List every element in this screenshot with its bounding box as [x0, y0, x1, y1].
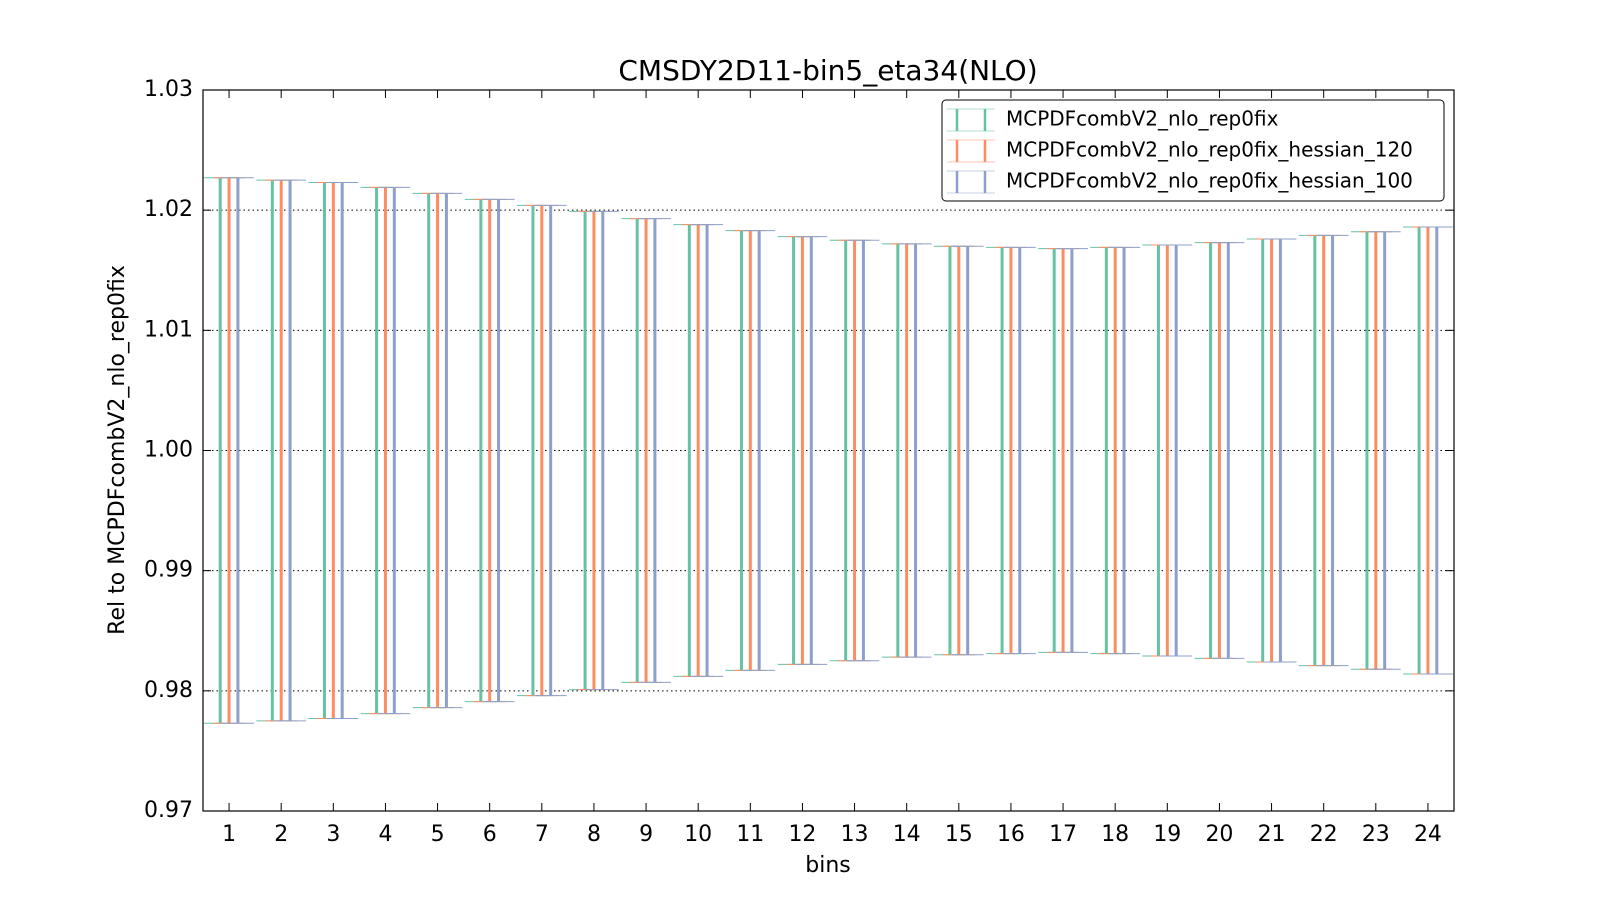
x-tick-label: 18 [1101, 822, 1129, 847]
legend-label: MCPDFcombV2_nlo_rep0fix [1006, 107, 1279, 131]
y-tick-label: 1.00 [144, 438, 193, 463]
x-tick-label: 24 [1414, 822, 1442, 847]
x-tick-label: 15 [945, 822, 973, 847]
x-tick-label: 13 [841, 822, 869, 847]
x-tick-label: 10 [684, 822, 712, 847]
legend-box [941, 99, 1445, 202]
y-tick-label: 0.98 [144, 678, 193, 703]
x-tick-label: 17 [1049, 822, 1077, 847]
x-tick-label: 4 [378, 822, 392, 847]
x-tick-label: 22 [1310, 822, 1338, 847]
x-tick-label: 20 [1205, 822, 1233, 847]
y-tick-label: 1.03 [144, 77, 193, 102]
legend-label: MCPDFcombV2_nlo_rep0fix_hessian_120 [1006, 138, 1413, 162]
legend-label: MCPDFcombV2_nlo_rep0fix_hessian_100 [1006, 169, 1413, 193]
x-tick-label: 7 [535, 822, 549, 847]
x-tick-label: 5 [431, 822, 445, 847]
x-tick-label: 19 [1153, 822, 1181, 847]
x-tick-label: 16 [997, 822, 1025, 847]
x-tick-label: 3 [326, 822, 340, 847]
x-axis-label: bins [805, 853, 850, 878]
x-tick-label: 1 [222, 822, 236, 847]
x-tick-label: 8 [587, 822, 601, 847]
y-tick-label: 0.97 [144, 798, 193, 823]
x-tick-label: 2 [274, 822, 288, 847]
y-tick-label: 1.01 [144, 317, 193, 342]
y-tick-label: 1.02 [144, 197, 193, 222]
x-tick-label: 9 [639, 822, 653, 847]
plot-frame [202, 89, 1455, 812]
x-tick-label: 23 [1362, 822, 1390, 847]
x-tick-label: 6 [483, 822, 497, 847]
x-tick-label: 14 [893, 822, 921, 847]
x-tick-label: 12 [788, 822, 816, 847]
y-tick-label: 0.99 [144, 558, 193, 583]
y-axis-label: Rel to MCPDFcombV2_nlo_rep0fix [105, 265, 130, 635]
x-tick-label: 21 [1258, 822, 1286, 847]
chart-title: CMSDY2D11-bin5_eta34(NLO) [618, 54, 1037, 87]
x-tick-label: 11 [736, 822, 764, 847]
